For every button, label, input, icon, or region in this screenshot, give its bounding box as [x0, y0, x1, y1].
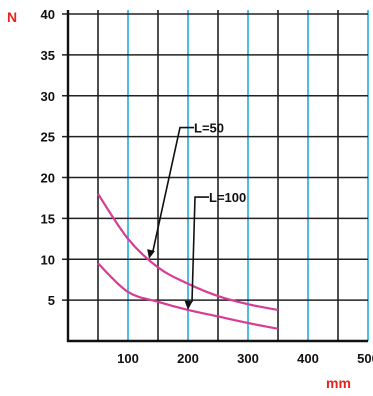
y-tick-label: 15	[41, 211, 55, 226]
x-tick-label: 400	[297, 351, 319, 366]
y-axis-unit-label: N	[7, 9, 17, 25]
grid	[62, 10, 369, 341]
x-tick-label: 200	[177, 351, 199, 366]
axes	[66, 10, 368, 343]
y-tick-label: 20	[41, 171, 55, 186]
annotation-arrowhead	[184, 300, 193, 310]
annotations: L=50 L=100	[147, 121, 246, 310]
y-tick-label: 5	[48, 293, 55, 308]
annotation-label: L=100	[209, 190, 246, 205]
y-tick-label: 35	[41, 48, 55, 63]
annotation-leader-line	[152, 126, 194, 252]
annotation-arrowhead	[147, 249, 155, 259]
y-tick-label: 10	[41, 252, 55, 267]
x-tick-label: 500	[357, 351, 373, 366]
y-tick-label: 40	[41, 7, 55, 22]
x-axis-unit-label: mm	[326, 375, 351, 391]
tick-labels: 5 10 15 20 25 30 35 40 100 200 300 400 500	[41, 7, 373, 366]
x-tick-label: 300	[237, 351, 259, 366]
series-line-l-50	[97, 193, 279, 312]
x-tick-label: 100	[117, 351, 139, 366]
y-tick-label: 25	[41, 130, 55, 145]
annotation-label: L=50	[194, 121, 224, 136]
y-tick-label: 30	[41, 89, 55, 104]
annotation-leader-line	[191, 196, 209, 302]
